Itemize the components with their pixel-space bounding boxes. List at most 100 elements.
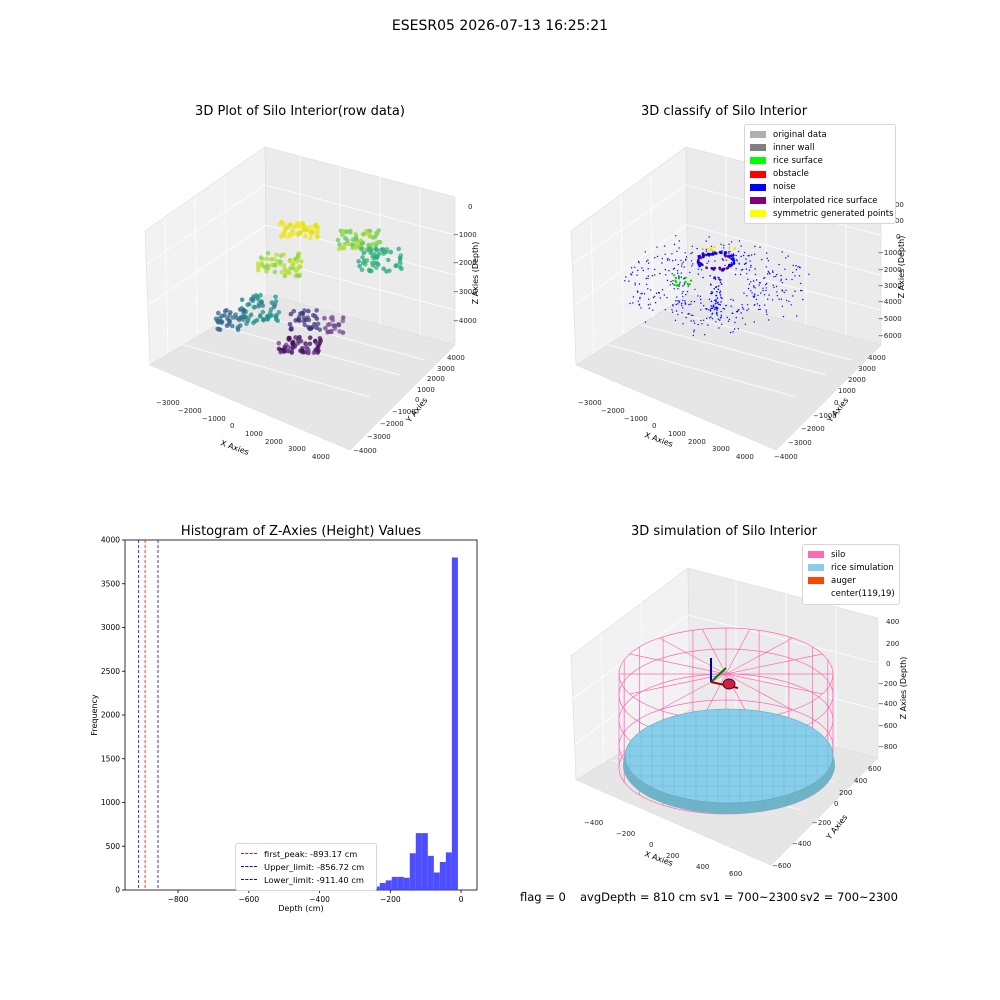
- classify-noise-point: [750, 290, 752, 292]
- classify-noise-point: [737, 250, 740, 253]
- raw-scatter-point: [294, 221, 299, 226]
- sim-xtick: 400: [696, 863, 709, 871]
- classify-noise-point: [733, 328, 736, 330]
- legend-label: Upper_limit: -856.72 cm: [264, 861, 365, 872]
- raw-scatter-point: [306, 308, 311, 314]
- avg-depth-text: avgDepth = 810 cm: [580, 890, 697, 904]
- classify-scatter-points: [624, 235, 810, 337]
- classify-noise-point: [702, 276, 704, 279]
- classify-noise-point: [681, 304, 683, 307]
- classify-xtick: −1000: [624, 415, 648, 423]
- classify-noise-point: [719, 294, 722, 296]
- classify-noise-point: [703, 319, 705, 321]
- silo-top-spoke: [701, 629, 727, 675]
- raw-scatter-point: [224, 308, 229, 313]
- classify-noise-point: [640, 307, 642, 309]
- classify-noise-point: [641, 267, 643, 269]
- classify-noise-point: [721, 323, 723, 326]
- classify-noise-point: [741, 268, 744, 271]
- classify-obstacle-point: [706, 252, 710, 256]
- classify-noise-point: [718, 327, 720, 329]
- classify-noise-point: [647, 268, 649, 270]
- classify-noise-point: [780, 274, 782, 277]
- classify-noise-point: [705, 250, 708, 252]
- classify-noise-point: [775, 275, 777, 278]
- classify-noise-point: [685, 316, 687, 319]
- raw-scatter-point: [217, 315, 223, 321]
- classify-noise-point: [741, 304, 743, 306]
- classify-xtick: 3000: [712, 445, 730, 453]
- raw-scatter-point: [276, 340, 282, 346]
- classify-noise-point: [681, 312, 683, 314]
- raw-scatter-point: [314, 340, 319, 346]
- classify-obstacle-point: [731, 257, 734, 261]
- classify-noise-point: [717, 276, 719, 279]
- raw-scatter-point: [304, 227, 310, 233]
- raw-scatter-point: [288, 231, 293, 236]
- classify-noise-point: [715, 294, 717, 297]
- raw-plot-title: 3D Plot of Silo Interior(row data): [195, 104, 405, 119]
- classify-noise-point: [738, 240, 741, 242]
- classify-noise-point: [638, 262, 640, 264]
- raw-scatter-point: [370, 254, 375, 259]
- raw-scatter-point: [336, 322, 341, 327]
- classify-noise-point: [665, 274, 667, 276]
- classify-obstacle-point: [712, 252, 715, 256]
- classify-noise-point: [766, 252, 768, 254]
- raw-scatter-point: [287, 322, 293, 327]
- classify-noise-point: [753, 253, 756, 255]
- silo-top-spoke: [659, 637, 727, 675]
- classify-noise-point: [637, 260, 640, 263]
- classify-noise-point: [753, 285, 755, 287]
- classify-noise-point: [735, 316, 737, 319]
- classify-noise-point: [681, 302, 683, 305]
- classify-noise-point: [765, 309, 767, 311]
- classify-noise-point: [693, 329, 695, 331]
- classify-noise-point: [740, 245, 742, 247]
- histogram-y-tick-label: 2000: [101, 711, 120, 720]
- classify-noise-point: [718, 278, 720, 281]
- classify-noise-point: [697, 268, 699, 270]
- histogram-y-tick-label: 1500: [101, 754, 120, 763]
- raw-scatter-point: [307, 335, 313, 340]
- raw-scatter-point: [337, 246, 342, 252]
- raw-ytick: 2000: [427, 375, 445, 383]
- classify-noise-point: [781, 305, 784, 307]
- classify-noise-point: [761, 258, 763, 261]
- legend-label: rice surface: [773, 155, 823, 166]
- classify-xtick: 1000: [668, 430, 686, 438]
- histogram-x-axis-label: Depth (cm): [278, 904, 323, 913]
- classify-noise-point: [759, 246, 761, 248]
- classify-obstacle-point: [701, 252, 705, 255]
- classify-noise-point: [706, 262, 708, 264]
- histogram-bar: [445, 852, 452, 890]
- classify-noise-point: [725, 259, 727, 261]
- classify-noise-point: [659, 272, 661, 275]
- classify-noise-point: [671, 273, 673, 275]
- classify-noise-point: [700, 309, 702, 311]
- histogram-y-tick-label: 1000: [101, 798, 120, 807]
- classify-obstacle-point: [714, 252, 718, 255]
- classify-noise-point: [685, 293, 687, 296]
- raw-scatter-point: [359, 241, 365, 246]
- legend-item: rice surface: [750, 154, 890, 167]
- classify-noise-point: [758, 304, 761, 307]
- classify-noise-point: [672, 260, 674, 262]
- raw-scatter-point: [328, 329, 334, 335]
- classify-noise-point: [655, 292, 658, 294]
- classify-noise-point: [713, 308, 716, 311]
- classify-noise-point: [675, 300, 677, 302]
- classify-noise-point: [719, 281, 722, 284]
- classify-noise-point: [792, 264, 794, 267]
- raw-scatter-point: [296, 273, 302, 279]
- classify-noise-point: [734, 273, 737, 276]
- classify-noise-point: [680, 259, 682, 262]
- raw-scatter-point: [259, 299, 264, 305]
- classify-noise-point: [785, 278, 787, 280]
- raw-scatter-point: [282, 273, 288, 279]
- raw-scatter-point: [315, 321, 321, 327]
- histogram-bar: [427, 855, 434, 890]
- raw-scatter-point: [358, 246, 364, 252]
- classify-noise-point: [648, 307, 650, 309]
- classify-obstacle-point: [724, 254, 728, 258]
